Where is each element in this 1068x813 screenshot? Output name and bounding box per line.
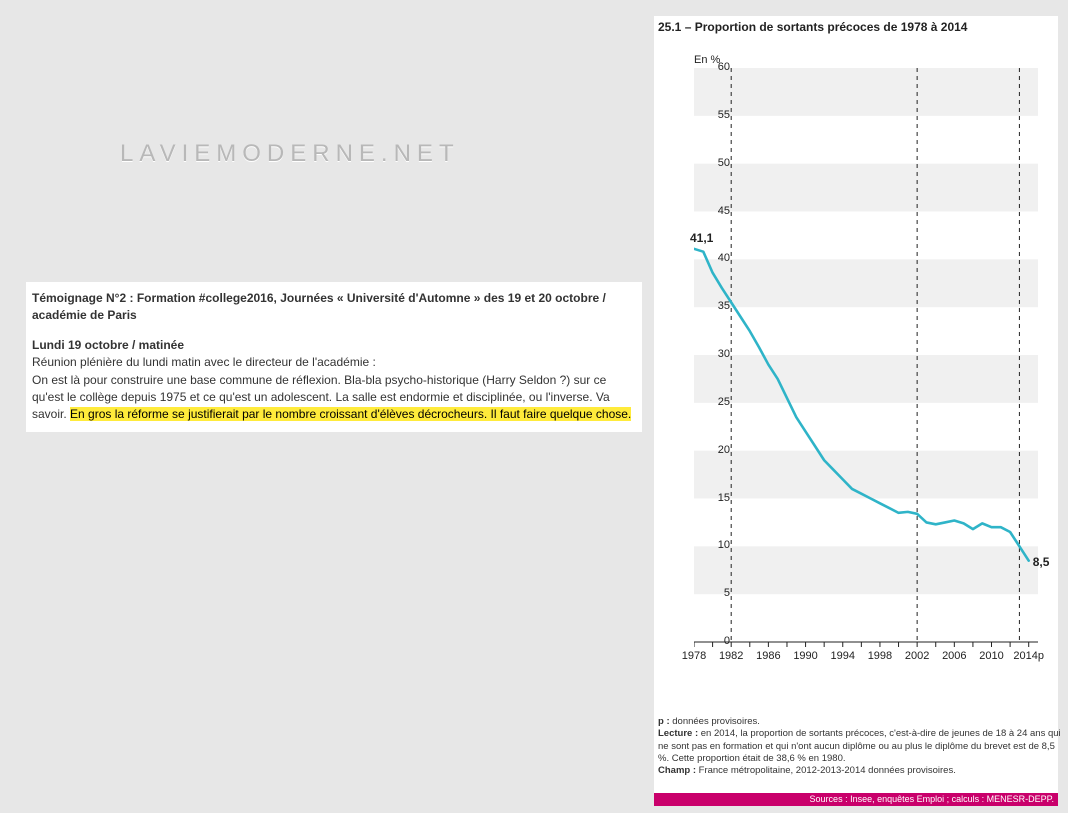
watermark-text: LAVIEMODERNE.NET [120,140,460,168]
y-tick-label: 15 [700,492,730,504]
start-value-label: 41,1 [690,231,713,245]
foot-lecture-text: en 2014, la proportion de sortants préco… [658,728,1061,764]
x-tick-label: 1990 [786,650,826,662]
plot-area: 0510152025303540455055601978198219861990… [694,68,1048,690]
line-chart [694,68,1048,690]
y-tick-label: 0 [700,635,730,647]
x-tick-label: 2006 [934,650,974,662]
y-tick-label: 20 [700,444,730,456]
foot-p-label: p : [658,716,672,727]
y-tick-label: 50 [700,157,730,169]
y-tick-label: 30 [700,348,730,360]
body-highlight: En gros la réforme se justifierait par l… [70,407,631,421]
y-tick-label: 10 [700,539,730,551]
x-tick-label: 2010 [972,650,1012,662]
testimony-title: Témoignage N°2 : Formation #college2016,… [32,290,636,325]
testimony-block: Témoignage N°2 : Formation #college2016,… [26,282,642,432]
foot-champ-text: France métropolitaine, 2012-2013-2014 do… [699,765,956,776]
x-tick-label: 2014p [1009,650,1049,662]
source-bar: Sources : Insee, enquêtes Emploi ; calcu… [654,793,1058,806]
chart-footnotes: p : données provisoires. Lecture : en 20… [654,716,1066,778]
y-tick-label: 35 [700,300,730,312]
foot-champ-label: Champ : [658,765,699,776]
y-tick-label: 40 [700,252,730,264]
testimony-body: Réunion plénière du lundi matin avec le … [32,354,636,424]
y-tick-label: 55 [700,109,730,121]
y-tick-label: 5 [700,587,730,599]
chart-panel: 25.1 – Proportion de sortants précoces d… [654,16,1058,806]
x-tick-label: 1998 [860,650,900,662]
y-tick-label: 60 [700,61,730,73]
foot-lecture-label: Lecture : [658,728,701,739]
y-tick-label: 45 [700,205,730,217]
foot-p-text: données provisoires. [672,716,760,727]
x-tick-label: 1986 [748,650,788,662]
end-value-label: 8,5 [1033,555,1050,569]
chart-title: 25.1 – Proportion de sortants précoces d… [654,16,1058,34]
testimony-subtitle: Lundi 19 octobre / matinée [32,337,636,354]
y-tick-label: 25 [700,396,730,408]
x-tick-label: 1978 [674,650,714,662]
x-tick-label: 1994 [823,650,863,662]
x-tick-label: 2002 [897,650,937,662]
x-tick-label: 1982 [711,650,751,662]
